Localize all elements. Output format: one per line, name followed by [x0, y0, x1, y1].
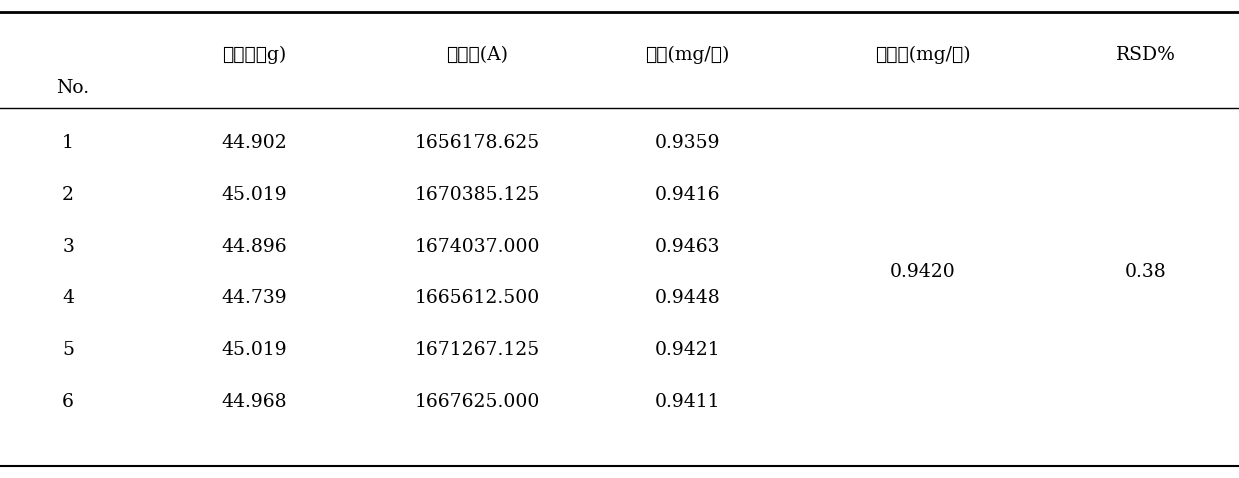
Text: 4: 4 [62, 289, 74, 307]
Text: 0.38: 0.38 [1125, 263, 1167, 282]
Text: 1674037.000: 1674037.000 [414, 238, 540, 256]
Text: No.: No. [56, 79, 89, 98]
Text: RSD%: RSD% [1116, 46, 1176, 64]
Text: 1656178.625: 1656178.625 [414, 134, 540, 152]
Text: 45.019: 45.019 [222, 341, 286, 359]
Text: 44.902: 44.902 [221, 134, 287, 152]
Text: 含量(mg/袋): 含量(mg/袋) [646, 46, 730, 64]
Text: 44.739: 44.739 [222, 289, 286, 307]
Text: 1671267.125: 1671267.125 [414, 341, 540, 359]
Text: 0.9421: 0.9421 [655, 341, 720, 359]
Text: 0.9411: 0.9411 [655, 392, 720, 411]
Text: 45.019: 45.019 [222, 186, 286, 204]
Text: 0.9463: 0.9463 [655, 238, 720, 256]
Text: 3: 3 [62, 238, 74, 256]
Text: 1665612.500: 1665612.500 [414, 289, 540, 307]
Text: 1670385.125: 1670385.125 [414, 186, 540, 204]
Text: 1: 1 [62, 134, 74, 152]
Text: 0.9416: 0.9416 [655, 186, 720, 204]
Text: 2: 2 [62, 186, 74, 204]
Text: 44.896: 44.896 [222, 238, 286, 256]
Text: 0.9420: 0.9420 [890, 263, 957, 282]
Text: 平均值(mg/袋): 平均值(mg/袋) [875, 46, 971, 64]
Text: 44.968: 44.968 [222, 392, 286, 411]
Text: 5: 5 [62, 341, 74, 359]
Text: 0.9448: 0.9448 [654, 289, 721, 307]
Text: 6: 6 [62, 392, 74, 411]
Text: 1667625.000: 1667625.000 [414, 392, 540, 411]
Text: 取样量（g): 取样量（g) [222, 46, 286, 64]
Text: 0.9359: 0.9359 [655, 134, 720, 152]
Text: 峰面积(A): 峰面积(A) [446, 46, 508, 64]
